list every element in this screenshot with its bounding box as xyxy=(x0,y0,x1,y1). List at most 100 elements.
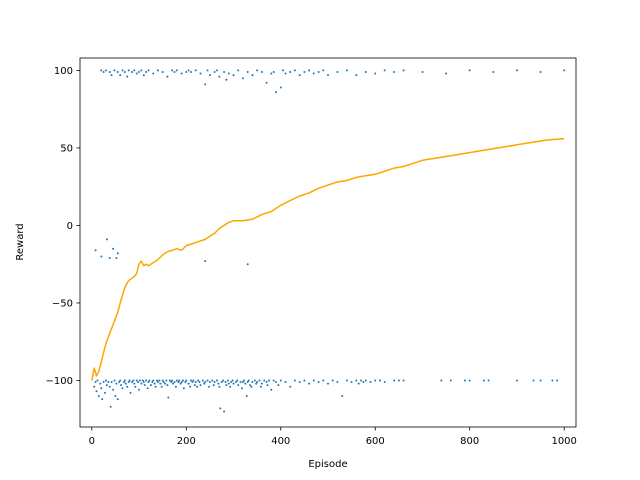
episode-reward-point-15 xyxy=(138,71,140,73)
episode-reward-point-84 xyxy=(112,247,115,250)
episode-reward-point-36 xyxy=(213,71,216,73)
episode-reward-point-242 xyxy=(331,379,334,382)
episode-reward-point-125 xyxy=(135,379,138,382)
episode-reward-point-263 xyxy=(482,379,485,382)
episode-reward-point-85 xyxy=(115,257,118,259)
episode-reward-point-209 xyxy=(242,379,245,382)
episode-reward-point-201 xyxy=(231,379,234,382)
x-tick-label-3: 600 xyxy=(366,436,385,447)
episode-reward-point-130 xyxy=(141,379,144,382)
episode-reward-point-90 xyxy=(94,381,97,383)
episode-reward-point-251 xyxy=(364,379,367,382)
episode-reward-point-126 xyxy=(137,381,140,383)
episode-reward-point-162 xyxy=(179,382,182,385)
episode-reward-point-154 xyxy=(170,381,173,383)
episode-reward-point-14 xyxy=(135,72,138,75)
episode-reward-point-240 xyxy=(322,379,325,382)
episode-reward-point-187 xyxy=(213,381,216,383)
episode-reward-point-66 xyxy=(345,69,348,72)
episode-reward-point-60 xyxy=(308,69,311,72)
episode-reward-point-69 xyxy=(374,72,377,75)
episode-reward-point-237 xyxy=(308,382,311,385)
episode-reward-point-82 xyxy=(105,238,108,241)
episode-reward-point-39 xyxy=(223,71,226,73)
episode-reward-point-214 xyxy=(249,384,252,387)
episode-reward-point-183 xyxy=(208,385,210,388)
episode-reward-point-191 xyxy=(219,407,222,410)
episode-reward-point-213 xyxy=(247,379,250,382)
episode-reward-point-243 xyxy=(336,381,339,383)
episode-reward-point-150 xyxy=(165,379,168,382)
episode-reward-point-35 xyxy=(208,74,211,77)
episode-reward-point-25 xyxy=(173,71,176,73)
episode-reward-point-222 xyxy=(260,382,263,385)
episode-reward-point-40 xyxy=(225,78,228,81)
episode-reward-point-124 xyxy=(134,385,137,388)
episode-reward-point-127 xyxy=(138,388,140,391)
episode-reward-point-197 xyxy=(226,379,229,382)
episode-reward-point-26 xyxy=(175,69,178,72)
episode-reward-point-52 xyxy=(275,91,277,94)
episode-reward-point-176 xyxy=(197,379,200,382)
episode-reward-point-248 xyxy=(357,382,360,385)
episode-reward-point-231 xyxy=(279,379,282,382)
episode-reward-point-137 xyxy=(149,384,152,387)
episode-reward-point-269 xyxy=(556,379,559,382)
episode-reward-point-244 xyxy=(341,395,344,397)
episode-reward-point-157 xyxy=(173,381,176,383)
episode-reward-point-12 xyxy=(131,71,133,73)
episode-reward-point-235 xyxy=(298,381,301,383)
episode-reward-point-107 xyxy=(114,395,117,397)
episode-reward-point-147 xyxy=(161,379,164,382)
episode-reward-point-44 xyxy=(242,77,244,80)
episode-reward-point-131 xyxy=(142,381,145,383)
episode-reward-point-156 xyxy=(172,382,175,385)
episode-reward-point-100 xyxy=(105,384,108,387)
episode-reward-point-46 xyxy=(251,74,254,77)
episode-reward-point-108 xyxy=(115,382,118,385)
episode-reward-point-223 xyxy=(263,379,266,382)
episode-reward-point-203 xyxy=(234,381,237,383)
episode-reward-point-42 xyxy=(232,74,235,77)
episode-reward-point-101 xyxy=(107,381,110,383)
episode-reward-point-117 xyxy=(126,385,129,388)
episode-reward-point-247 xyxy=(355,379,358,382)
episode-reward-point-20 xyxy=(152,72,155,75)
episode-reward-point-8 xyxy=(121,69,124,72)
episode-reward-point-260 xyxy=(449,379,452,382)
episode-reward-point-74 xyxy=(445,72,448,75)
y-axis-ticks: −100 −50 0 50 100 xyxy=(46,66,80,387)
episode-reward-point-17 xyxy=(142,74,145,77)
episode-reward-point-169 xyxy=(189,385,192,388)
episode-reward-point-221 xyxy=(259,385,262,388)
episode-reward-point-56 xyxy=(289,71,292,73)
episode-reward-point-27 xyxy=(180,72,183,75)
episode-reward-point-256 xyxy=(393,379,396,382)
episode-reward-point-138 xyxy=(151,381,154,383)
episode-reward-point-118 xyxy=(127,381,130,383)
episode-reward-point-75 xyxy=(468,69,471,72)
episode-reward-point-264 xyxy=(487,379,490,382)
x-axis-label: Episode xyxy=(308,459,347,470)
episode-reward-point-58 xyxy=(298,74,301,77)
episode-reward-point-173 xyxy=(193,384,196,387)
episode-reward-point-49 xyxy=(265,81,268,84)
episode-reward-point-239 xyxy=(317,381,320,383)
episode-reward-point-80 xyxy=(94,249,97,252)
episode-reward-point-265 xyxy=(516,379,518,382)
episode-reward-point-111 xyxy=(119,379,122,382)
episode-reward-point-67 xyxy=(355,74,358,77)
episode-reward-point-31 xyxy=(194,69,197,72)
episode-reward-point-144 xyxy=(158,379,161,382)
episode-reward-point-64 xyxy=(327,74,329,77)
episode-reward-point-160 xyxy=(177,381,180,383)
episode-reward-point-200 xyxy=(230,381,233,383)
episode-reward-point-180 xyxy=(203,382,206,385)
episode-reward-point-121 xyxy=(131,381,133,383)
episode-reward-point-37 xyxy=(216,69,218,72)
episode-reward-point-220 xyxy=(258,379,261,382)
episode-reward-point-212 xyxy=(246,381,249,383)
episode-reward-point-33 xyxy=(204,83,207,86)
y-tick-label-2: 0 xyxy=(67,221,73,232)
episode-reward-point-45 xyxy=(246,71,249,73)
